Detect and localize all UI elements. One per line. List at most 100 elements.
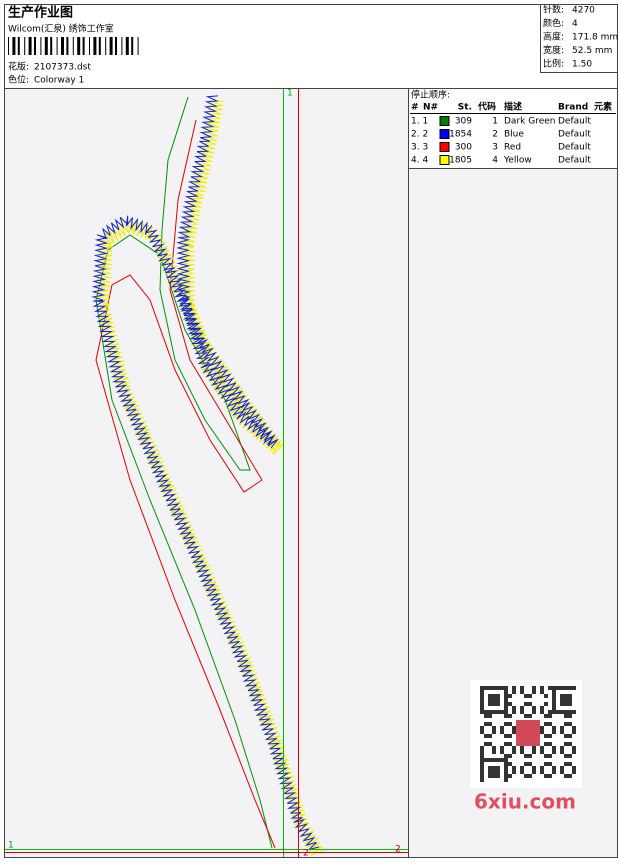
- qr-cell: [532, 686, 536, 690]
- qr-cell: [480, 762, 484, 766]
- qr-cell: [524, 702, 528, 706]
- qr-cell: [548, 774, 552, 778]
- qr-cell: [544, 734, 548, 738]
- qr-cell: [496, 702, 500, 706]
- qr-cell: [504, 722, 508, 726]
- qr-cell: [496, 758, 500, 762]
- qr-cell: [512, 710, 516, 714]
- qr-cell: [568, 686, 572, 690]
- column-header: N#: [423, 103, 438, 113]
- column-header: 代码: [477, 101, 496, 113]
- qr-cell: [504, 690, 508, 694]
- qr-cell: [548, 754, 552, 758]
- bar: [66, 37, 69, 55]
- outline-red: [95, 119, 276, 849]
- bar: [93, 37, 97, 55]
- qr-cell: [488, 698, 492, 702]
- qr-cell: [496, 698, 500, 702]
- qr-cell: [528, 694, 532, 698]
- color-swatch: [439, 155, 450, 165]
- qr-cell: [480, 778, 484, 782]
- colorway: Colorway 1: [34, 76, 84, 86]
- qr-cell: [568, 754, 572, 758]
- qr-cell: [532, 750, 536, 754]
- qr-cell: [560, 746, 564, 750]
- bar: [17, 37, 20, 55]
- qr-cell: [540, 746, 544, 750]
- qr-cell: [556, 686, 560, 690]
- qr-cell: [564, 710, 568, 714]
- qr-cell: [492, 750, 496, 754]
- qr-cell: [568, 710, 572, 714]
- qr-cell: [520, 690, 524, 694]
- qr-cell: [572, 730, 576, 734]
- qr-cell: [540, 770, 544, 774]
- qr-cell: [480, 698, 484, 702]
- qr-cell: [560, 730, 564, 734]
- qr-cell: [504, 714, 508, 718]
- qr-cell: [508, 762, 512, 766]
- qr-cell: [492, 698, 496, 702]
- qr-cell: [496, 770, 500, 774]
- bar: [98, 37, 101, 55]
- outline-green: [95, 96, 273, 849]
- qr-cell: [488, 770, 492, 774]
- qr-cell: [512, 770, 516, 774]
- qr-cell: [520, 686, 524, 690]
- qr-cell: [540, 710, 544, 714]
- qr-cell: [524, 714, 528, 718]
- qr-cell: [500, 710, 504, 714]
- qr-cell: [552, 694, 556, 698]
- qr-cell: [480, 766, 484, 770]
- qr-cell: [512, 686, 516, 690]
- stitches: 300: [455, 143, 472, 153]
- table-title: 停止顺序:: [411, 89, 450, 101]
- qr-cell: [552, 730, 556, 734]
- qr-cell: [524, 694, 528, 698]
- stitches: 1805: [449, 156, 472, 166]
- qr-cell: [540, 750, 544, 754]
- qr-cell: [508, 754, 512, 758]
- qr-cell: [480, 754, 484, 758]
- info-label: 比例:: [543, 58, 564, 70]
- bar: [24, 37, 26, 55]
- qr-cell: [500, 686, 504, 690]
- qr-cell: [500, 746, 504, 750]
- qr-cell: [480, 706, 484, 710]
- row-index: 1. 1: [411, 117, 428, 127]
- barcode: [8, 37, 139, 55]
- title: 生产作业图: [8, 5, 73, 21]
- qr-cell: [548, 714, 552, 718]
- info-label: 针数:: [543, 4, 564, 16]
- qr-code: [470, 680, 582, 788]
- qr-cell: [532, 770, 536, 774]
- qr-cell: [488, 722, 492, 726]
- qr-cell: [488, 702, 492, 706]
- qr-cell: [492, 702, 496, 706]
- bar: [115, 37, 117, 55]
- description: Dark Green: [504, 117, 555, 127]
- qr-cell: [512, 746, 516, 750]
- qr-cell: [540, 766, 544, 770]
- qr-cell: [568, 722, 572, 726]
- qr-cell: [544, 762, 548, 766]
- qr-cell: [520, 746, 524, 750]
- qr-cell: [488, 758, 492, 762]
- qr-cell: [564, 714, 568, 718]
- qr-cell: [540, 690, 544, 694]
- qr-cell: [564, 694, 568, 698]
- qr-cell: [480, 730, 484, 734]
- qr-cell: [488, 714, 492, 718]
- bar: [109, 37, 113, 55]
- qr-cell: [504, 762, 508, 766]
- qr-cell: [568, 774, 572, 778]
- bar: [12, 37, 16, 55]
- qr-cell: [552, 770, 556, 774]
- qr-cell: [564, 774, 568, 778]
- qr-cell: [544, 754, 548, 758]
- code: 2: [492, 130, 498, 140]
- marker: 2: [303, 849, 309, 859]
- qr-cell: [508, 742, 512, 746]
